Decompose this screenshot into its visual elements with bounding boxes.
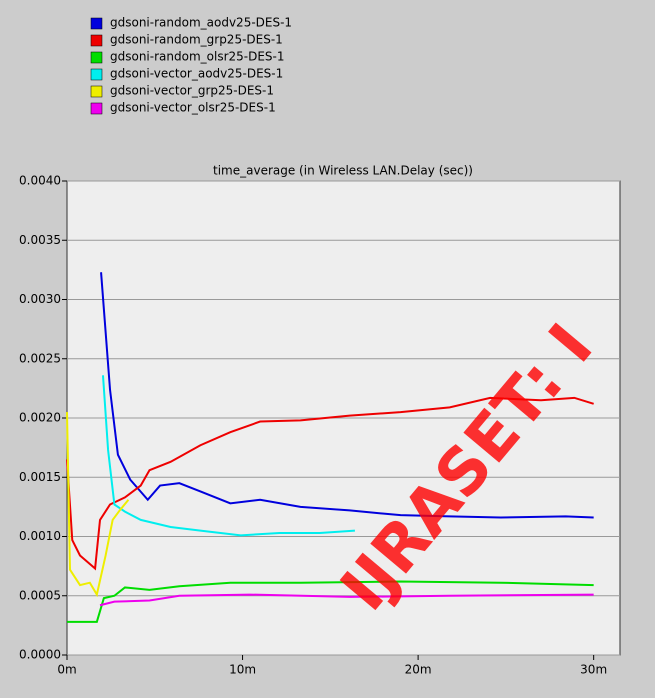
legend-label: gdsoni-random_olsr25-DES-1	[110, 50, 285, 64]
x-tick-label: 20m	[405, 663, 432, 677]
y-tick-label: 0.0030	[19, 292, 61, 306]
legend-label: gdsoni-random_aodv25-DES-1	[110, 16, 292, 30]
line	[66, 412, 130, 598]
line	[66, 396, 594, 571]
legend-swatch	[90, 17, 103, 30]
legend-swatch	[90, 68, 103, 81]
legend-swatch	[90, 102, 103, 115]
line	[100, 272, 594, 519]
legend-label: gdsoni-random_grp25-DES-1	[110, 33, 283, 47]
legend-label: gdsoni-vector_aodv25-DES-1	[110, 67, 283, 81]
legend-label: gdsoni-vector_grp25-DES-1	[110, 84, 274, 98]
legend-swatch	[90, 85, 103, 98]
y-tick-label: 0.0015	[19, 470, 61, 484]
line	[67, 580, 594, 623]
y-tick-label: 0.0020	[19, 411, 61, 425]
legend-swatch	[90, 34, 103, 47]
line	[99, 593, 594, 607]
line	[101, 375, 355, 537]
y-tick-label: 0.0000	[19, 648, 61, 662]
y-tick-label: 0.0025	[19, 351, 61, 365]
y-tick-label: 0.0010	[19, 529, 61, 543]
y-tick-label: 0.0040	[19, 174, 61, 188]
x-tick-label: 0m	[57, 663, 76, 677]
x-tick-label: 10m	[229, 663, 256, 677]
y-tick-label: 0.0005	[19, 588, 61, 602]
x-tick-label: 30m	[580, 663, 607, 677]
y-tick-label: 0.0035	[19, 233, 61, 247]
legend-swatch	[90, 51, 103, 64]
legend-label: gdsoni-vector_olsr25-DES-1	[110, 101, 276, 115]
chart-title: time_average (in Wireless LAN.Delay (sec…	[213, 164, 473, 178]
